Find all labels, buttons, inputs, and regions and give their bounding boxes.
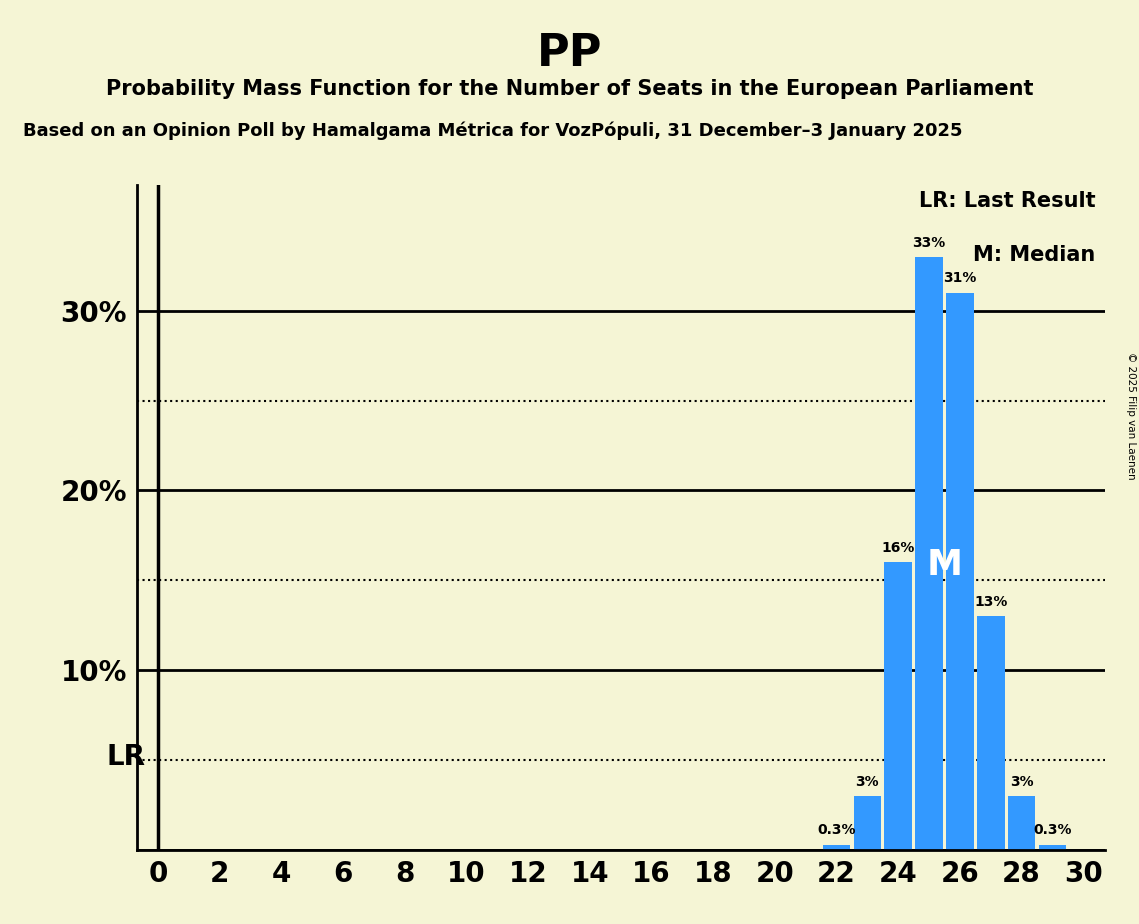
Text: LR: LR [107, 743, 146, 771]
Text: 3%: 3% [1010, 775, 1033, 789]
Text: Based on an Opinion Poll by Hamalgama Métrica for VozPópuli, 31 December–3 Janua: Based on an Opinion Poll by Hamalgama Mé… [23, 122, 962, 140]
Bar [977, 616, 1005, 850]
Bar [822, 845, 851, 850]
Bar [853, 796, 882, 850]
Text: M: M [926, 548, 962, 582]
Text: 3%: 3% [855, 775, 879, 789]
Text: M: Median: M: Median [973, 245, 1095, 264]
Text: PP: PP [536, 32, 603, 76]
Text: LR: Last Result: LR: Last Result [918, 191, 1095, 212]
Bar [1039, 845, 1066, 850]
Text: 0.3%: 0.3% [1033, 823, 1072, 837]
Text: © 2025 Filip van Laenen: © 2025 Filip van Laenen [1126, 352, 1136, 480]
Bar [947, 293, 974, 850]
Text: 13%: 13% [974, 595, 1007, 609]
Bar [916, 257, 943, 850]
Text: 31%: 31% [943, 272, 976, 286]
Bar [1008, 796, 1035, 850]
Bar [884, 563, 912, 850]
Text: 16%: 16% [882, 541, 915, 555]
Text: Probability Mass Function for the Number of Seats in the European Parliament: Probability Mass Function for the Number… [106, 79, 1033, 99]
Text: 33%: 33% [912, 236, 945, 249]
Text: 0.3%: 0.3% [818, 823, 855, 837]
